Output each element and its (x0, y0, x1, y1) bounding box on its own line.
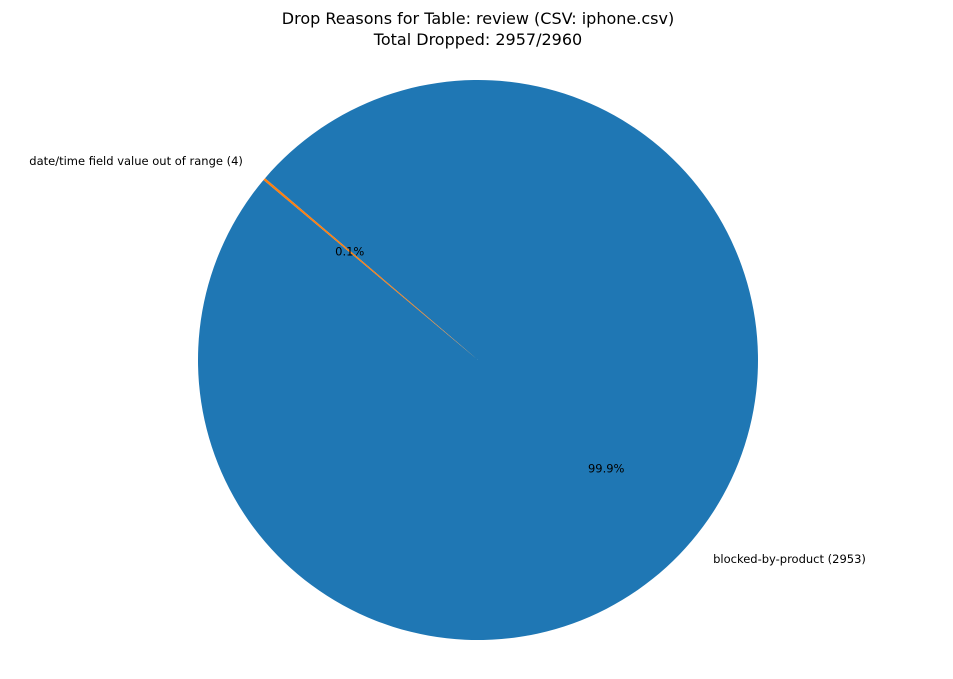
slice-percent-1: 0.1% (335, 244, 364, 258)
chart-title: Drop Reasons for Table: review (CSV: iph… (282, 9, 674, 28)
pie-slice-1 (263, 178, 478, 360)
pie-labels: blocked-by-product (2953) 99.9% date/time … (29, 154, 866, 566)
pie-slices (198, 79, 759, 640)
slice-percent-0: 99.9% (588, 462, 625, 476)
chart-subtitle: Total Dropped: 2957/2960 (373, 30, 582, 49)
pie-slice-0 (198, 79, 759, 640)
slice-label-0: blocked-by-product (2953) (713, 552, 866, 566)
slice-label-1: date/time field value out of range (4) (29, 154, 243, 168)
